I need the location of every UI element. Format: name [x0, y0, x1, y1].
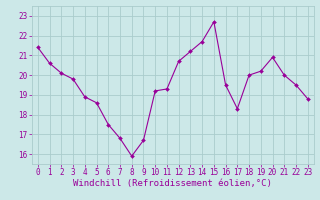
X-axis label: Windchill (Refroidissement éolien,°C): Windchill (Refroidissement éolien,°C) [73, 179, 272, 188]
